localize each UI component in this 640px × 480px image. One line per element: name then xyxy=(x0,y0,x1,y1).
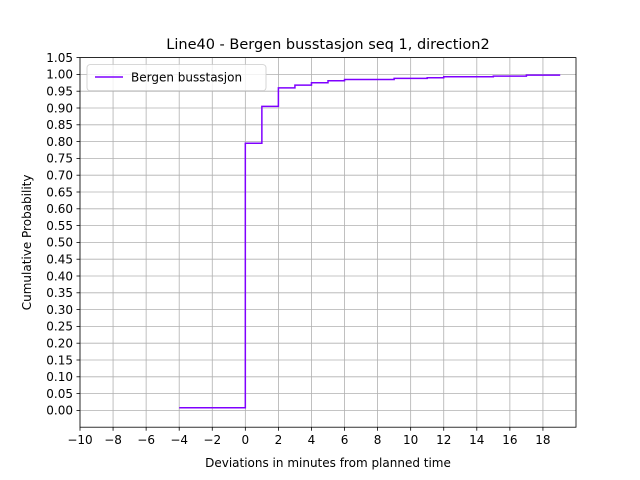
grid xyxy=(79,57,576,428)
x-tick-label: 10 xyxy=(403,433,418,447)
y-tick-label: 0.70 xyxy=(46,169,73,183)
y-tick-label: 0.30 xyxy=(46,303,73,317)
y-tick-label: 0.85 xyxy=(46,118,73,132)
y-tick-label: 0.00 xyxy=(46,404,73,418)
legend-box xyxy=(86,64,267,91)
y-axis: 0.00 0.05 0.10 0.15 0.20 0.25 0.30 0.35 0.40 0.45… xyxy=(46,51,80,418)
x-tick-label: −10 xyxy=(67,433,92,447)
x-tick-label: −6 xyxy=(137,433,155,447)
x-tick-label: 14 xyxy=(469,433,484,447)
y-tick-label: 0.05 xyxy=(46,387,73,401)
y-tick-label: 1.00 xyxy=(46,68,73,82)
y-tick-label: 0.90 xyxy=(46,101,73,115)
x-tick-label: 18 xyxy=(535,433,550,447)
series-layer xyxy=(179,74,561,409)
x-tick-label: −8 xyxy=(104,433,122,447)
x-axis-label: Deviations in minutes from planned time xyxy=(205,456,451,470)
y-tick-label: 0.35 xyxy=(46,286,73,300)
y-tick-label: 0.65 xyxy=(46,185,73,199)
legend: Bergen busstasjon xyxy=(86,64,267,91)
y-tick-label: 0.75 xyxy=(46,152,73,166)
y-tick-label: 0.45 xyxy=(46,253,73,267)
x-tick-label: 2 xyxy=(275,433,283,447)
x-tick-label: 12 xyxy=(436,433,451,447)
series-line xyxy=(179,74,561,409)
y-tick-label: 1.05 xyxy=(46,51,73,65)
y-tick-label: 0.25 xyxy=(46,320,73,334)
x-tick-label: 6 xyxy=(341,433,349,447)
y-tick-label: 0.95 xyxy=(46,85,73,99)
x-tick-label: 16 xyxy=(502,433,517,447)
y-tick-label: 0.15 xyxy=(46,353,73,367)
x-tick-label: 4 xyxy=(308,433,316,447)
x-tick-label: −4 xyxy=(170,433,188,447)
y-tick-label: 0.20 xyxy=(46,337,73,351)
x-tick-label: −2 xyxy=(203,433,221,447)
y-tick-label: 0.55 xyxy=(46,219,73,233)
y-tick-label: 0.80 xyxy=(46,135,73,149)
y-tick-label: 0.40 xyxy=(46,269,73,283)
y-axis-label: Cumulative Probability xyxy=(20,175,34,311)
y-tick-label: 0.10 xyxy=(46,370,73,384)
legend-label: Bergen busstasjon xyxy=(131,71,242,85)
x-tick-label: 8 xyxy=(374,433,382,447)
x-tick-label: 0 xyxy=(242,433,250,447)
x-axis: −10 −8 −6 −4 −2 0 2 4 6 8 10 12 14 16 18 xyxy=(67,427,551,447)
chart-title: Line40 - Bergen busstasjon seq 1, direct… xyxy=(166,37,489,53)
y-tick-label: 0.60 xyxy=(46,202,73,216)
y-tick-label: 0.50 xyxy=(46,236,73,250)
